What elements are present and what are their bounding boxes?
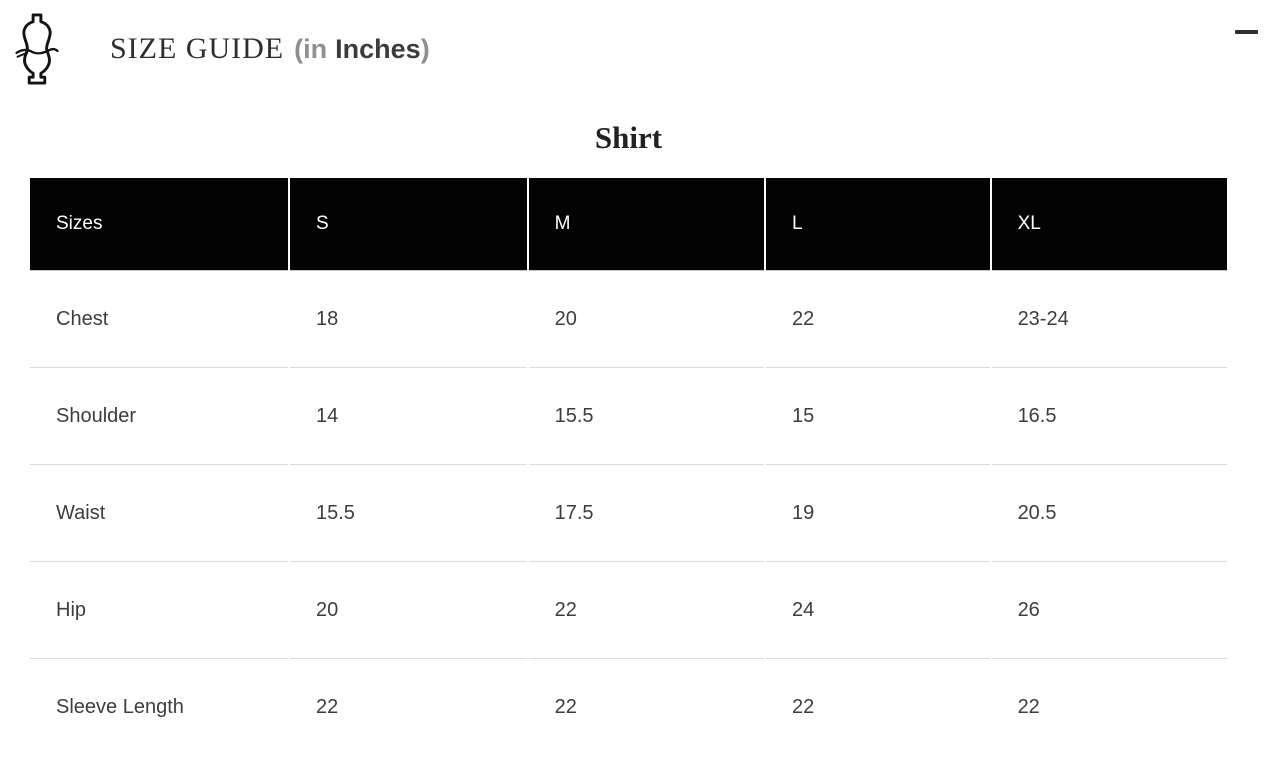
table-row: Sleeve Length 22 22 22 22	[30, 659, 1227, 755]
size-table: Sizes S M L XL Chest 18 20 22 23-24 Shou…	[28, 178, 1229, 755]
value-cell-xl: 22	[991, 659, 1227, 755]
value-cell-xl: 16.5	[991, 368, 1227, 465]
table-row: Shoulder 14 15.5 15 16.5	[30, 368, 1227, 465]
size-guide-title-text: SIZE GUIDE	[110, 32, 285, 65]
row-label-cell: Chest	[30, 271, 288, 368]
row-label-cell: Waist	[30, 465, 288, 562]
table-row: Chest 18 20 22 23-24	[30, 271, 1227, 368]
value-cell-xl: 23-24	[991, 271, 1227, 368]
value-cell-s: 14	[290, 368, 527, 465]
section-title: Shirt	[594, 120, 663, 155]
size-table-body: Chest 18 20 22 23-24 Shoulder 14 15.5 15…	[30, 271, 1227, 755]
size-guide-header: SIZE GUIDE (in Inches)	[0, 0, 1280, 88]
value-cell-m: 22	[528, 562, 765, 659]
value-cell-l: 19	[766, 465, 990, 562]
column-header-xl: XL	[991, 178, 1227, 271]
value-cell-l: 24	[766, 562, 990, 659]
row-label-cell: Sleeve Length	[30, 659, 288, 755]
table-row: Waist 15.5 17.5 19 20.5	[30, 465, 1227, 562]
mannequin-icon	[14, 13, 60, 85]
value-cell-m: 20	[528, 271, 765, 368]
value-cell-l: 22	[766, 271, 990, 368]
row-label-cell: Hip	[30, 562, 288, 659]
value-cell-s: 15.5	[290, 465, 527, 562]
value-cell-s: 20	[290, 562, 527, 659]
unit-suffix-text: )	[420, 34, 430, 64]
column-header-m: M	[528, 178, 765, 271]
column-header-l: L	[766, 178, 990, 271]
value-cell-xl: 26	[991, 562, 1227, 659]
value-cell-l: 15	[766, 368, 990, 465]
value-cell-xl: 20.5	[991, 465, 1227, 562]
minus-icon	[1234, 30, 1258, 34]
value-cell-m: 17.5	[528, 465, 765, 562]
column-header-sizes: Sizes	[30, 178, 288, 271]
value-cell-l: 22	[766, 659, 990, 755]
unit-bold-text: Inches	[335, 34, 421, 64]
collapse-toggle-button[interactable]	[1222, 18, 1270, 46]
row-label-cell: Shoulder	[30, 368, 288, 465]
column-header-s: S	[290, 178, 527, 271]
value-cell-m: 15.5	[528, 368, 765, 465]
page-title: SIZE GUIDE (in Inches)	[110, 32, 430, 66]
value-cell-s: 22	[290, 659, 527, 755]
table-row: Hip 20 22 24 26	[30, 562, 1227, 659]
value-cell-s: 18	[290, 271, 527, 368]
size-table-header-row: Sizes S M L XL	[30, 178, 1227, 271]
unit-prefix-text: (in	[294, 34, 328, 64]
value-cell-m: 22	[528, 659, 765, 755]
